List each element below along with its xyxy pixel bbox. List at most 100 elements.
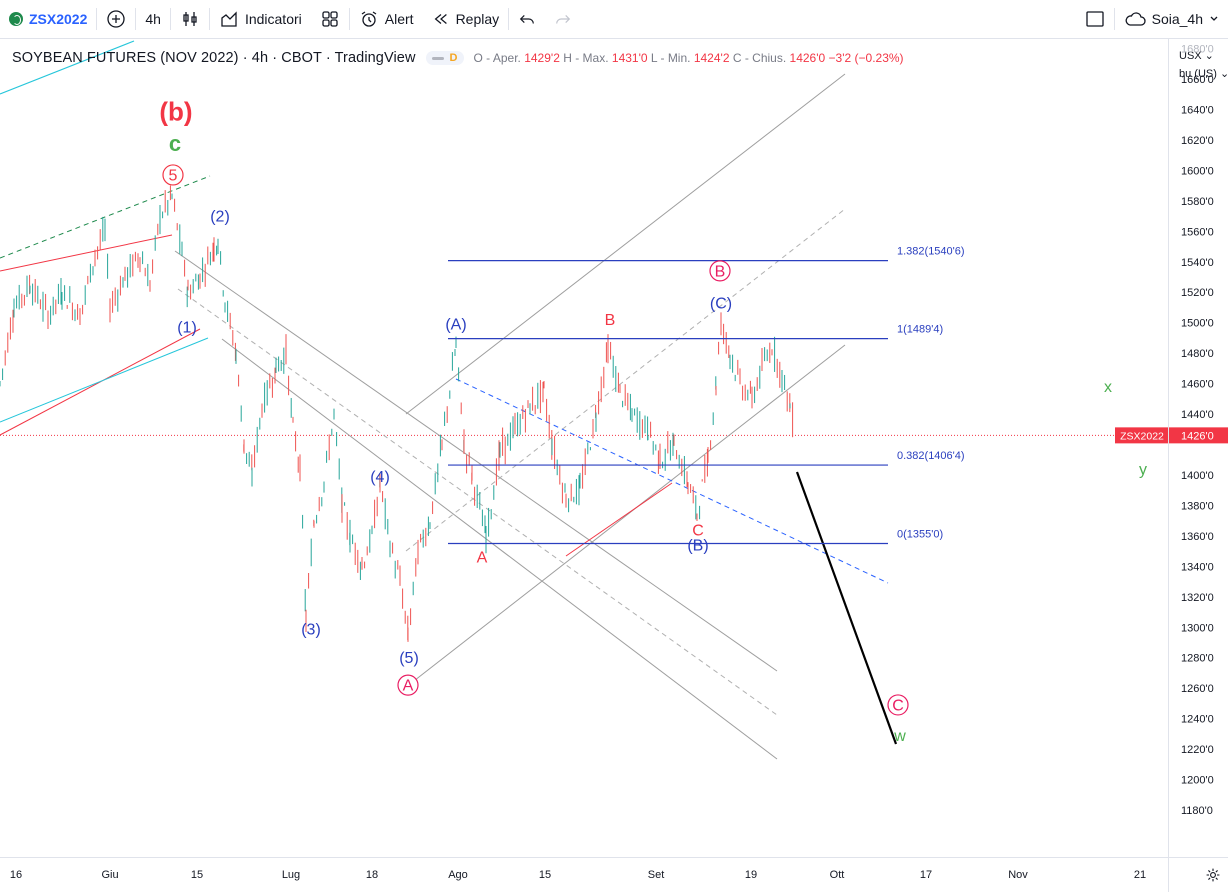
wave-label[interactable]: (1) — [177, 320, 197, 337]
time-axis[interactable]: 16 Giu 15 Lug 18 Ago 15 Set 19 Ott 17 Nov 21 — [0, 857, 1168, 892]
low-label: L - Min. — [650, 51, 691, 65]
time-axis-scale: 16 Giu 15 Lug 18 Ago 15 Set 19 Ott 17 Nov 21 — [10, 869, 1146, 881]
wave-label[interactable]: A — [477, 550, 488, 567]
gray-channel-upper[interactable] — [174, 250, 778, 672]
data-delay-badge: D — [449, 52, 458, 64]
open-value: 1429'2 — [524, 51, 560, 65]
axis-settings-button[interactable] — [1168, 857, 1228, 892]
candles-icon — [183, 12, 197, 26]
ohlc-values: O - Aper. 1429'2 H - Max. 1431'0 L - Min… — [474, 51, 904, 65]
rewind-icon — [434, 14, 447, 24]
wave-label[interactable]: (2) — [210, 209, 230, 226]
wave-label[interactable]: (4) — [370, 469, 390, 486]
price-axis[interactable]: USX ⌄ bu (US) ⌄ 1680'0 1660'0 1640'0 1620'0 16… — [1168, 39, 1228, 857]
wave-label[interactable]: y — [1139, 461, 1147, 478]
time-tick-label: 15 — [539, 869, 551, 881]
price-tick-label: 1580'0 — [1181, 196, 1214, 208]
gray-channel-lower[interactable] — [221, 338, 778, 760]
wave-label[interactable]: (A) — [445, 317, 466, 334]
wave-label[interactable]: c — [169, 131, 181, 156]
gray-channel-mid[interactable] — [177, 288, 778, 716]
price-tick-label: 1240'0 — [1181, 714, 1214, 726]
chart-pane[interactable]: 1.382(1540'6) 1(1489'4) 0.382(1406'4) 0(135… — [0, 39, 1168, 857]
replay-label: Replay — [455, 11, 500, 27]
wave-label[interactable]: B — [715, 263, 726, 280]
cyan-channel-bottom[interactable] — [0, 337, 209, 423]
fullscreen-button[interactable] — [1076, 0, 1114, 38]
symbol-search-button[interactable]: ZSX2022 — [0, 0, 96, 38]
indicators-button[interactable]: Indicatori — [210, 0, 311, 38]
square-icon — [1085, 11, 1104, 27]
undo-button[interactable] — [509, 0, 545, 38]
price-tick-label: 1360'0 — [1181, 531, 1214, 543]
price-tick-label: 1440'0 — [1181, 409, 1214, 421]
price-axis-scale: USX ⌄ bu (US) ⌄ 1680'0 1660'0 1640'0 1620'0 16… — [1169, 44, 1228, 817]
price-chart[interactable]: 1.382(1540'6) 1(1489'4) 0.382(1406'4) 0(135… — [0, 39, 1168, 857]
price-tick-label: 1180'0 — [1181, 805, 1213, 817]
fib-level-label: 0(1355'0) — [897, 528, 943, 540]
chart-type-button[interactable] — [171, 0, 209, 38]
price-change: −3'2 (−0.23%) — [828, 51, 904, 65]
templates-button[interactable] — [311, 0, 349, 38]
last-price-badge — [1169, 427, 1228, 444]
price-tick-label: 1560'0 — [1181, 226, 1214, 238]
wave-label[interactable]: C — [692, 522, 704, 539]
symbol-price-badge — [1115, 427, 1168, 444]
wave-label[interactable]: A — [403, 678, 414, 695]
fib-level-label: 1(1489'4) — [897, 324, 943, 336]
projection-line[interactable] — [795, 471, 898, 745]
wave-label[interactable]: (C) — [710, 295, 732, 312]
price-tick-label: 1340'0 — [1181, 561, 1214, 573]
wave-label[interactable]: C — [892, 697, 904, 714]
time-tick-label: Nov — [1008, 869, 1028, 881]
compare-button[interactable] — [97, 0, 135, 38]
red-small-trendline[interactable] — [565, 482, 673, 557]
wave-label[interactable]: 5 — [169, 167, 178, 184]
blue-dashed-trendline[interactable] — [455, 378, 889, 584]
gray-rising-mid[interactable] — [405, 208, 846, 552]
gray-rising-lower[interactable] — [409, 344, 846, 685]
wave-label[interactable]: (3) — [301, 621, 321, 638]
green-dashed-channel[interactable] — [0, 175, 211, 259]
indicators-label: Indicatori — [244, 11, 302, 27]
price-tick-label: 1540'0 — [1181, 257, 1214, 269]
cloud-icon — [1125, 12, 1146, 26]
time-tick-label: Ago — [448, 869, 468, 881]
price-tick-label: 1520'0 — [1181, 287, 1214, 299]
replay-button[interactable]: Replay — [423, 0, 509, 38]
price-tick-label: 1620'0 — [1181, 135, 1214, 147]
symbol-logo-icon — [9, 12, 23, 26]
high-value: 1431'0 — [611, 51, 648, 65]
red-channel-top[interactable] — [0, 234, 173, 272]
interval-button[interactable]: 4h — [136, 0, 170, 38]
wave-label[interactable]: (B) — [687, 538, 708, 555]
wave-label[interactable]: (5) — [399, 650, 419, 667]
wave-label-circle — [397, 674, 419, 696]
wave-label-circle — [162, 164, 184, 186]
wave-label[interactable]: x — [1104, 379, 1112, 396]
gray-rising-upper[interactable] — [405, 73, 846, 415]
wave-label-circle — [887, 694, 909, 716]
legend-status-pill[interactable]: D — [425, 51, 464, 65]
currency-label[interactable]: USX ⌄ — [1179, 50, 1214, 62]
redo-button[interactable] — [545, 0, 581, 38]
unit-label[interactable]: bu (US) ⌄ — [1179, 68, 1228, 80]
interval-label: 4h — [145, 11, 161, 27]
wave-label-circle — [709, 260, 731, 282]
alert-button[interactable]: Alert — [350, 0, 423, 38]
cyan-trendline-top[interactable] — [0, 40, 135, 95]
chart-title: SOYBEAN FUTURES (NOV 2022) · 4h · CBOT ·… — [12, 50, 416, 66]
price-tick-label: 1460'0 — [1181, 379, 1214, 391]
layout-button[interactable]: Soia_4h — [1115, 0, 1228, 38]
low-value: 1424'2 — [693, 51, 730, 65]
price-tick-label: 1660'0 — [1181, 74, 1214, 86]
symbol-label: ZSX2022 — [29, 11, 88, 27]
wave-label[interactable]: w — [893, 728, 906, 745]
time-tick-label: 19 — [745, 869, 757, 881]
time-tick-label: 21 — [1134, 869, 1146, 881]
price-tick-label: 1480'0 — [1181, 348, 1214, 360]
time-tick-label: 16 — [10, 869, 22, 881]
price-tick-label: 1400'0 — [1181, 470, 1214, 482]
wave-label[interactable]: B — [605, 312, 616, 329]
wave-label[interactable]: (b) — [159, 96, 192, 126]
